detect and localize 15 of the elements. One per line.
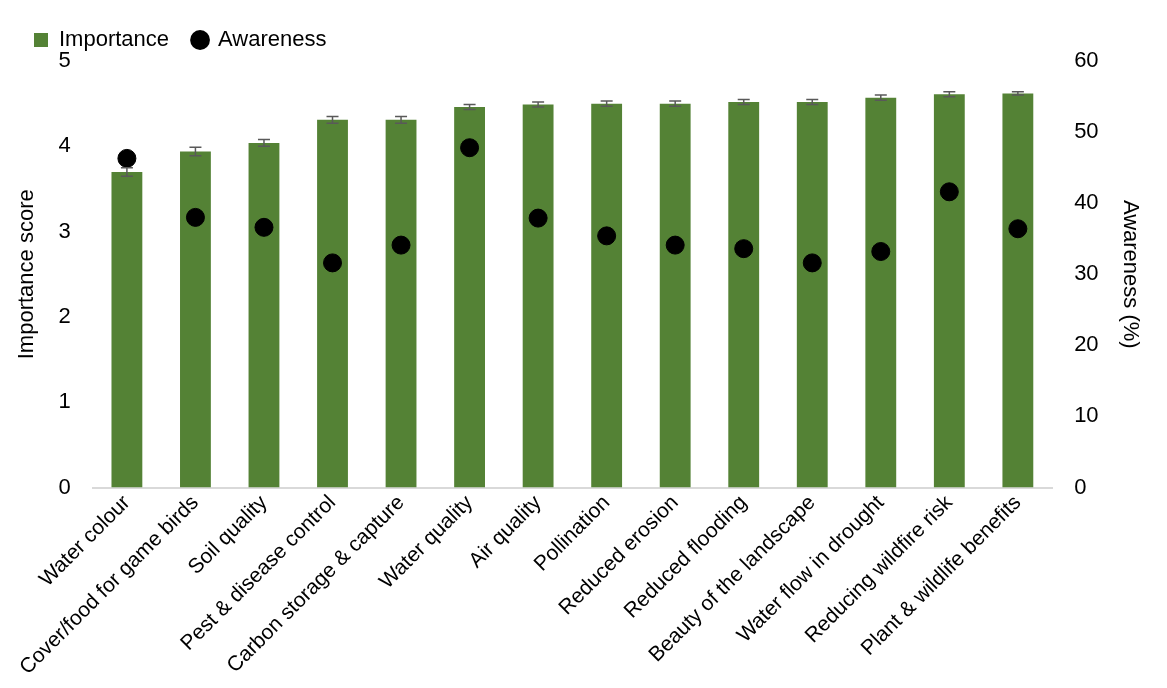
y2-axis-title: Awareness (%) [1118, 199, 1144, 349]
y2-tick-label: 30 [1074, 260, 1099, 286]
y2-tick-label: 40 [1074, 189, 1099, 215]
y2-tick-label: 60 [1074, 47, 1099, 73]
y2-tick-label: 50 [1074, 118, 1099, 144]
y2-tick-label: 0 [1074, 473, 1087, 499]
y-tick-label: 1 [58, 388, 71, 414]
y-tick-label: 4 [58, 132, 71, 158]
y-tick-label: 0 [58, 473, 71, 499]
y-tick-label: 3 [58, 217, 71, 243]
legend-label: Awareness [218, 26, 327, 52]
y2-tick-label: 20 [1074, 331, 1099, 357]
y-axis-title: Importance score [13, 189, 39, 360]
y2-tick-label: 10 [1074, 402, 1099, 428]
y-tick-label: 2 [58, 302, 71, 328]
